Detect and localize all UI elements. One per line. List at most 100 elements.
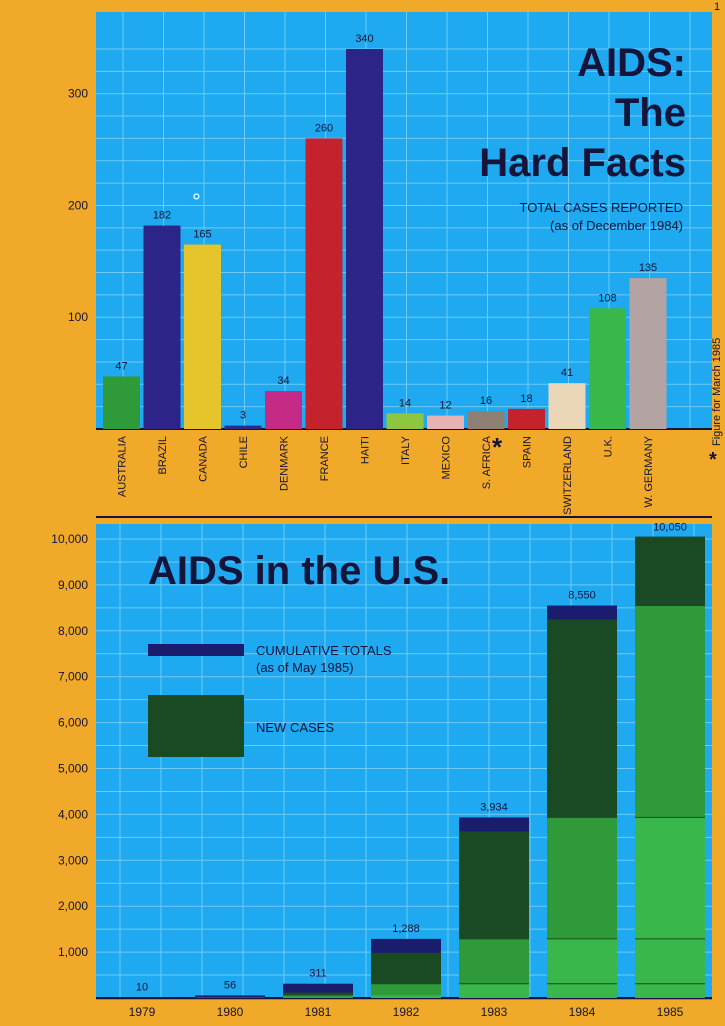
legend-label-cumulative-line-2: (as of May 1985) — [256, 660, 354, 675]
top-subtitle-line-2: (as of December 1984) — [550, 218, 683, 233]
top-category-label: CANADA — [198, 435, 210, 482]
bottom-year-label: 1984 — [569, 1005, 596, 1019]
bottom-year-label: 1982 — [393, 1005, 420, 1019]
bottom-year-labels: 1979 1980 1981 1982 1983 1984 1985 — [129, 1005, 684, 1019]
top-bar — [467, 411, 505, 429]
top-category-label: SWITZERLAND — [562, 436, 574, 515]
top-value-label: 47 — [115, 360, 127, 372]
top-category-label: FRANCE — [319, 436, 331, 481]
top-bar — [589, 308, 626, 429]
top-category-label: S. AFRICA — [481, 435, 493, 489]
bottom-y-tick-label: 3,000 — [58, 853, 88, 867]
top-value-label: 340 — [355, 33, 373, 45]
top-bar — [548, 383, 586, 429]
top-value-label: 135 — [639, 262, 657, 274]
top-category-label: HAITI — [360, 436, 372, 464]
top-value-label: 18 — [520, 393, 532, 405]
top-value-label: 41 — [561, 367, 573, 379]
top-category-label: AUSTRALIA — [117, 435, 129, 497]
world-cases-chart: 100 200 300 47 182 165 3 34 260 340 14 12 16 18 41 108… — [68, 12, 723, 515]
bottom-bar-new-cases — [547, 619, 617, 818]
top-bar — [265, 391, 302, 429]
corner-page-mark: 1 — [714, 1, 720, 13]
bottom-bar-new-cases — [635, 536, 705, 606]
bottom-bar-prior-total — [371, 983, 441, 998]
top-category-label: SPAIN — [522, 436, 534, 468]
bottom-y-ticks: 1,000 2,000 3,000 4,000 5,000 6,000 7,000 8,000… — [51, 532, 88, 959]
bottom-bar-earlier-total — [459, 983, 529, 998]
bottom-year-label: 1980 — [217, 1005, 244, 1019]
top-bar — [346, 49, 383, 429]
bottom-bar-earlier-total — [371, 995, 441, 998]
us-cases-chart: 1,000 2,000 3,000 4,000 5,000 6,000 7,000 8,000… — [51, 522, 712, 1019]
top-category-label: MEXICO — [441, 436, 453, 480]
bottom-value-label: 3,934 — [480, 801, 508, 813]
top-category-label: W. GERMANY — [643, 435, 655, 507]
top-bar — [103, 376, 140, 429]
top-title-line-2: The — [615, 91, 686, 135]
bottom-y-tick-label: 7,000 — [58, 670, 88, 684]
top-bar — [305, 138, 343, 430]
top-subtitle-line-1: TOTAL CASES REPORTED — [519, 200, 683, 215]
bottom-year-label: 1985 — [657, 1005, 684, 1019]
side-asterisk: * — [709, 449, 717, 471]
bottom-bar-earlier-total — [547, 938, 617, 998]
bottom-bar-earlier-total — [635, 817, 705, 998]
top-value-label: 260 — [315, 122, 333, 134]
top-title-line-3: Hard Facts — [479, 141, 686, 185]
bottom-bars — [107, 536, 705, 998]
top-bar — [427, 415, 464, 429]
bottom-y-tick-label: 5,000 — [58, 762, 88, 776]
bottom-year-label: 1979 — [129, 1005, 156, 1019]
top-bar — [184, 244, 221, 429]
top-bars — [103, 49, 667, 430]
top-value-label: 165 — [193, 229, 211, 241]
bottom-value-label: 10,050 — [653, 522, 687, 534]
bottom-y-tick-label: 4,000 — [58, 807, 88, 821]
top-bar — [508, 408, 545, 429]
bottom-y-tick-label: 1,000 — [58, 945, 88, 959]
top-y-tick-label: 300 — [68, 87, 88, 101]
top-y-tick-label: 200 — [68, 198, 88, 212]
legend-swatch-new-cases — [148, 695, 244, 757]
footnote-text: Figure for March 1985 — [711, 338, 723, 446]
bottom-bar-prior-total — [283, 995, 353, 998]
top-value-label: 12 — [439, 400, 451, 412]
legend-label-cumulative-line-1: CUMULATIVE TOTALS — [256, 643, 392, 658]
bottom-y-tick-label: 8,000 — [58, 624, 88, 638]
top-category-label: U.K. — [603, 436, 615, 457]
top-category-label: DENMARK — [279, 435, 291, 491]
bottom-title: AIDS in the U.S. — [148, 549, 450, 593]
bottom-year-label: 1981 — [305, 1005, 332, 1019]
bottom-bar-new-cases — [283, 992, 353, 996]
top-bar — [629, 278, 667, 429]
bottom-value-labels: 10 56 311 1,288 3,934 8,550 10,050 — [136, 522, 687, 994]
top-value-label: 108 — [598, 292, 616, 304]
bottom-y-tick-label: 2,000 — [58, 899, 88, 913]
top-category-label: BRAZIL — [157, 436, 169, 475]
top-category-label: ITALY — [400, 435, 412, 465]
bottom-value-label: 311 — [309, 968, 327, 980]
bottom-year-label: 1983 — [481, 1005, 508, 1019]
bottom-bar-cumulative — [195, 995, 265, 998]
top-bar — [386, 413, 424, 429]
top-y-tick-label: 100 — [68, 310, 88, 324]
top-bar — [143, 225, 181, 429]
bottom-value-label: 10 — [136, 982, 148, 994]
legend-label-new-cases: NEW CASES — [256, 720, 334, 735]
top-bar — [224, 425, 262, 429]
top-value-label: 182 — [153, 210, 171, 222]
top-value-label: 14 — [399, 397, 411, 409]
top-y-ticks: 100 200 300 — [68, 87, 88, 325]
top-title-line-1: AIDS: — [577, 41, 686, 85]
bottom-y-tick-label: 6,000 — [58, 716, 88, 730]
top-value-label: 3 — [240, 410, 246, 422]
legend-swatch-cumulative — [148, 644, 244, 656]
bottom-value-label: 8,550 — [568, 590, 596, 602]
section-divider — [96, 516, 712, 518]
bottom-y-tick-label: 10,000 — [51, 532, 88, 546]
bottom-bar-new-cases — [371, 952, 441, 984]
bottom-value-label: 1,288 — [392, 923, 420, 935]
top-value-label: 16 — [480, 395, 492, 407]
